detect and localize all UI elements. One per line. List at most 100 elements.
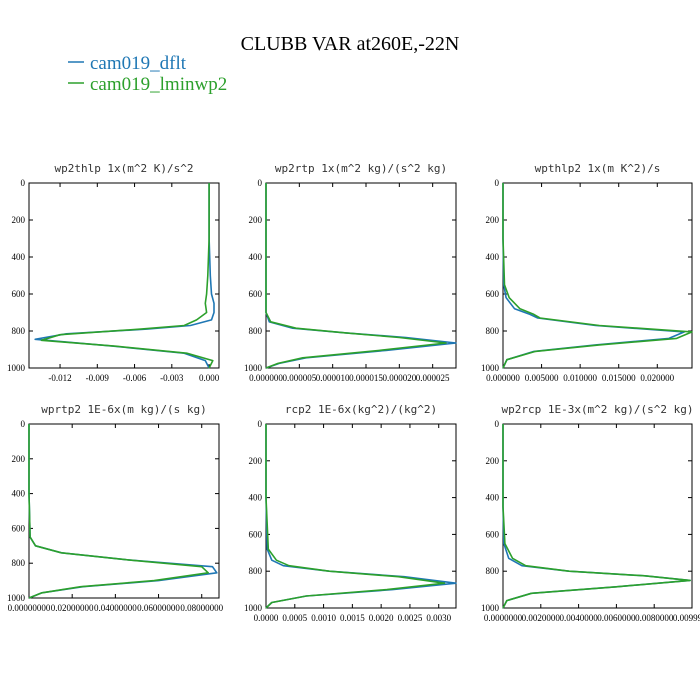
xtick-label-wp2rcp-4: 0.0080000 — [635, 613, 674, 623]
ytick-label-wp2rtp-0: 0 — [258, 178, 263, 188]
series-line-wpthlp2-lminwp2 — [502, 183, 693, 369]
panel-wp2rtp: wp2rtp 1x(m^2 kg)/(s^2 kg) 0 200 400 600 800 1… — [244, 162, 457, 383]
ytick-label-wp2rcp-5: 1000 — [481, 603, 500, 613]
legend-label-dflt: cam019_dflt — [90, 53, 187, 74]
panel-rcp2: rcp2 1E-6x(kg^2)/(kg^2) 0 200 400 600 800 1000… — [244, 403, 457, 623]
ytick-label-wp2rcp-2: 400 — [486, 493, 500, 503]
xtick-label-wp2rcp-5: 0.0099999 — [673, 613, 700, 623]
ytick-label-wprtp2-4: 800 — [12, 558, 26, 568]
ytick-label-wp2rtp-2: 400 — [249, 252, 263, 262]
ytick-label-wpthlp2-1: 200 — [486, 215, 500, 225]
ytick-label-wpthlp2-5: 1000 — [481, 363, 500, 373]
panel-title-rcp2: rcp2 1E-6x(kg^2)/(kg^2) — [285, 403, 437, 416]
xtick-label-rcp2-4: 0.0020 — [369, 613, 394, 623]
xtick-label-wprtp2-4: 0.08000000 — [180, 603, 223, 613]
ytick-label-wprtp2-0: 0 — [21, 419, 26, 429]
ytick-label-wp2rtp-4: 800 — [249, 326, 263, 336]
ytick-label-wp2thlp-3: 600 — [12, 289, 26, 299]
ytick-label-rcp2-3: 600 — [249, 529, 263, 539]
ytick-label-wp2rtp-1: 200 — [249, 215, 263, 225]
ytick-label-wprtp2-3: 600 — [12, 523, 26, 533]
panel-title-wp2thlp: wp2thlp 1x(m^2 K)/s^2 — [54, 162, 193, 175]
xtick-label-wp2thlp-3: -0.003 — [160, 373, 184, 383]
xtick-label-wpthlp2-2: 0.010000 — [563, 373, 597, 383]
xtick-label-wpthlp2-3: 0.015000 — [602, 373, 636, 383]
ytick-label-rcp2-1: 200 — [249, 456, 263, 466]
ytick-label-wp2thlp-1: 200 — [12, 215, 26, 225]
xtick-label-wprtp2-2: 0.04000000 — [94, 603, 137, 613]
xtick-label-wp2thlp-2: -0.006 — [123, 373, 147, 383]
ytick-label-wp2thlp-4: 800 — [12, 326, 26, 336]
panel-wpthlp2: wpthlp2 1x(m K^2)/s020040060080010000.00… — [481, 162, 693, 383]
panel-title-wp2rcp: wp2rcp 1E-3x(m^2 kg)/(s^2 kg) — [501, 403, 693, 416]
xtick-label-wp2rcp-3: 0.0060000 — [597, 613, 636, 623]
ytick-label-rcp2-4: 800 — [249, 566, 263, 576]
panel-wprtp2: wprtp2 1E-6x(m kg)/(s kg) 0 200 400 600 800 10… — [7, 403, 224, 613]
xtick-label-wp2rcp-1: 0.0020000 — [522, 613, 561, 623]
panel-wp2thlp: wp2thlp 1x(m^2 K)/s^2 0 200 400 600 800 1000 -0… — [7, 162, 220, 383]
ytick-label-wprtp2-2: 400 — [12, 489, 26, 499]
xtick-label-wp2rtp-2: 0.000010 — [316, 373, 350, 383]
series-line-wprtp2-lminwp2 — [28, 424, 209, 599]
series-line-wp2rtp-lminwp2 — [265, 183, 447, 369]
legend: cam019_dflt cam019_lminwp2 — [68, 53, 227, 95]
xtick-label-wp2rtp-4: 0.000020 — [382, 373, 416, 383]
figure-title: CLUBB VAR at260E,-22N — [241, 33, 460, 55]
xtick-label-wprtp2-1: 0.02000000 — [51, 603, 94, 613]
xtick-label-wp2rtp-3: 0.000015 — [349, 373, 383, 383]
xtick-label-wp2rcp-2: 0.0040000 — [559, 613, 598, 623]
xtick-label-wp2rtp-0: 0.000000 — [249, 373, 283, 383]
xtick-label-wprtp2-3: 0.06000000 — [137, 603, 180, 613]
xtick-label-rcp2-0: 0.0000 — [254, 613, 279, 623]
xtick-label-wpthlp2-0: 0.000000 — [486, 373, 520, 383]
ytick-label-wp2rcp-3: 600 — [486, 529, 500, 539]
xtick-label-wp2thlp-4: 0.000 — [199, 373, 220, 383]
xtick-label-rcp2-2: 0.0010 — [311, 613, 336, 623]
ytick-label-wp2thlp-2: 400 — [12, 252, 26, 262]
series-line-wprtp2-dflt — [28, 424, 218, 599]
xtick-label-wprtp2-0: 0.00000000 — [8, 603, 51, 613]
ytick-label-rcp2-0: 0 — [258, 419, 263, 429]
ytick-label-wp2rcp-1: 200 — [486, 456, 500, 466]
ytick-label-wpthlp2-0: 0 — [495, 178, 500, 188]
ytick-label-wpthlp2-2: 400 — [486, 252, 500, 262]
series-line-wp2rcp-dflt — [502, 424, 691, 609]
series-line-wp2thlp-dflt — [34, 183, 215, 369]
ytick-label-wp2rtp-3: 600 — [249, 289, 263, 299]
legend-label-lminwp2: cam019_lminwp2 — [90, 74, 227, 95]
panel-title-wprtp2: wprtp2 1E-6x(m kg)/(s kg) — [41, 403, 207, 416]
panel-wp2rcp: wp2rcp 1E-3x(m^2 kg)/(s^2 kg)0 200 400 600 8… — [481, 403, 700, 623]
ytick-label-rcp2-5: 1000 — [244, 603, 263, 613]
ytick-label-wpthlp2-3: 600 — [486, 289, 500, 299]
ytick-label-wprtp2-1: 200 — [12, 454, 26, 464]
ytick-label-wprtp2-5: 1000 — [7, 593, 26, 603]
series-line-wp2rcp-lminwp2 — [502, 424, 691, 609]
xtick-label-wp2rtp-5: 0.000025 — [416, 373, 450, 383]
ytick-label-wp2thlp-0: 0 — [21, 178, 26, 188]
ytick-label-wpthlp2-4: 800 — [486, 326, 500, 336]
plot-frame-wp2rcp — [502, 423, 693, 609]
xtick-label-wpthlp2-1: 0.005000 — [525, 373, 559, 383]
xtick-label-rcp2-6: 0.0030 — [426, 613, 451, 623]
panel-title-wp2rtp: wp2rtp 1x(m^2 kg)/(s^2 kg) — [275, 162, 447, 175]
ytick-label-wp2rcp-4: 800 — [486, 566, 500, 576]
xtick-label-wpthlp2-4: 0.020000 — [640, 373, 674, 383]
plot-frame-wprtp2 — [28, 423, 220, 599]
plot-frame-wp2thlp — [28, 182, 220, 369]
ytick-label-wp2rcp-0: 0 — [495, 419, 500, 429]
ytick-label-wp2thlp-5: 1000 — [7, 363, 26, 373]
ytick-label-rcp2-2: 400 — [249, 493, 263, 503]
series-line-rcp2-lminwp2 — [265, 424, 446, 609]
ytick-label-wp2rtp-5: 1000 — [244, 363, 263, 373]
xtick-label-rcp2-5: 0.0025 — [398, 613, 423, 623]
xtick-label-rcp2-1: 0.0005 — [282, 613, 307, 623]
xtick-label-rcp2-3: 0.0015 — [340, 613, 365, 623]
xtick-label-wp2thlp-0: -0.012 — [48, 373, 71, 383]
panel-title-wpthlp2: wpthlp2 1x(m K^2)/s — [535, 162, 661, 175]
series-line-wp2thlp-lminwp2 — [40, 183, 214, 369]
xtick-label-wp2rcp-0: 0.0000000 — [484, 613, 523, 623]
xtick-label-wp2rtp-1: 0.000005 — [282, 373, 316, 383]
panel-grid: wp2thlp 1x(m^2 K)/s^2 0 200 400 600 800 1000 -0… — [7, 162, 700, 623]
xtick-label-wp2thlp-1: -0.009 — [86, 373, 110, 383]
